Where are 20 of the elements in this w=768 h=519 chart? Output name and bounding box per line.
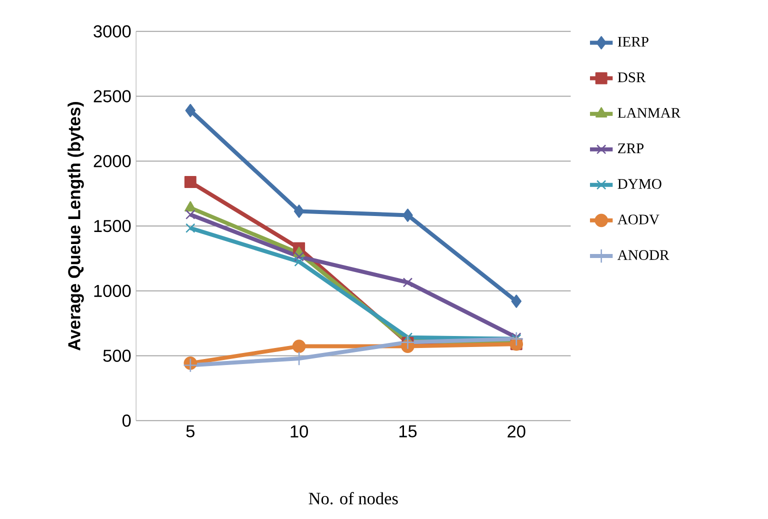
legend-label: DYMO [618, 179, 662, 189]
y-tick-label: 1500 [94, 220, 131, 232]
y-tick-label: 500 [103, 350, 131, 362]
y-tick-label: 0 [122, 414, 131, 427]
legend-label: LANMAR [618, 108, 681, 118]
legend-label: DSR [618, 72, 646, 82]
x-tick-label: 15 [399, 425, 417, 438]
legend-label: ZRP [618, 144, 644, 154]
x-tick-label: 20 [508, 425, 526, 438]
y-axis-title: Average Queue Length (bytes) [68, 102, 84, 351]
x-axis-title: No. of nodes [308, 492, 398, 504]
legend-label: AODV [617, 214, 660, 225]
y-tick-label: 2000 [94, 155, 131, 168]
y-tick-label: 2500 [94, 90, 131, 102]
legend-label: IERP [618, 36, 648, 47]
x-tick-label: 5 [186, 425, 194, 438]
x-tick-label: 10 [290, 425, 308, 438]
y-tick-label: 1000 [94, 284, 131, 298]
y-tick-label: 3000 [94, 25, 131, 38]
legend-label: ANODR [617, 250, 670, 260]
